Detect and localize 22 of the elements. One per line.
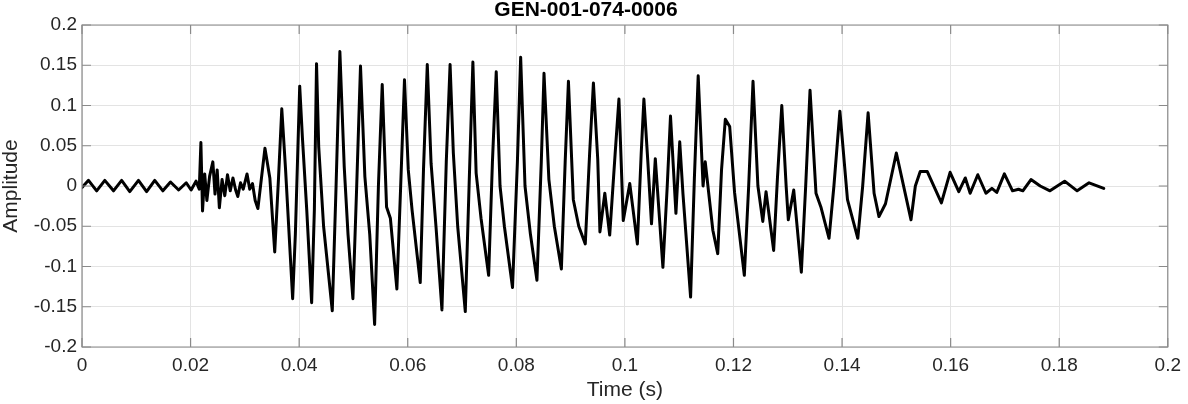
y-tick-label: 0.15: [40, 53, 77, 75]
y-axis-title: Amplitude: [0, 139, 22, 233]
x-tick-label: 0.2: [1154, 353, 1181, 375]
x-tick-label: 0.14: [823, 353, 861, 375]
x-tick-label: 0.16: [932, 353, 970, 375]
y-tick-label: 0.05: [40, 133, 77, 155]
y-tick-label: 0.1: [50, 93, 77, 115]
x-tick-label: 0.18: [1040, 353, 1078, 375]
chart-title: GEN-001-074-0006: [494, 0, 678, 21]
y-tick-label: -0.1: [44, 254, 77, 276]
x-tick-label: 0.12: [714, 353, 752, 375]
y-tick-label: 0.2: [50, 13, 77, 35]
y-tick-label: 0: [66, 174, 77, 196]
y-tick-label: -0.15: [33, 294, 77, 316]
x-tick-label: 0.1: [611, 353, 639, 375]
y-tick-label: -0.2: [44, 335, 77, 357]
x-tick-label: 0.02: [172, 353, 210, 375]
x-tick-label: 0.08: [497, 353, 535, 375]
x-axis-title: Time (s): [586, 377, 664, 401]
y-tick-label: -0.05: [33, 214, 77, 236]
x-tick-label: 0.06: [389, 353, 427, 375]
x-tick-label: 0.04: [280, 353, 319, 375]
